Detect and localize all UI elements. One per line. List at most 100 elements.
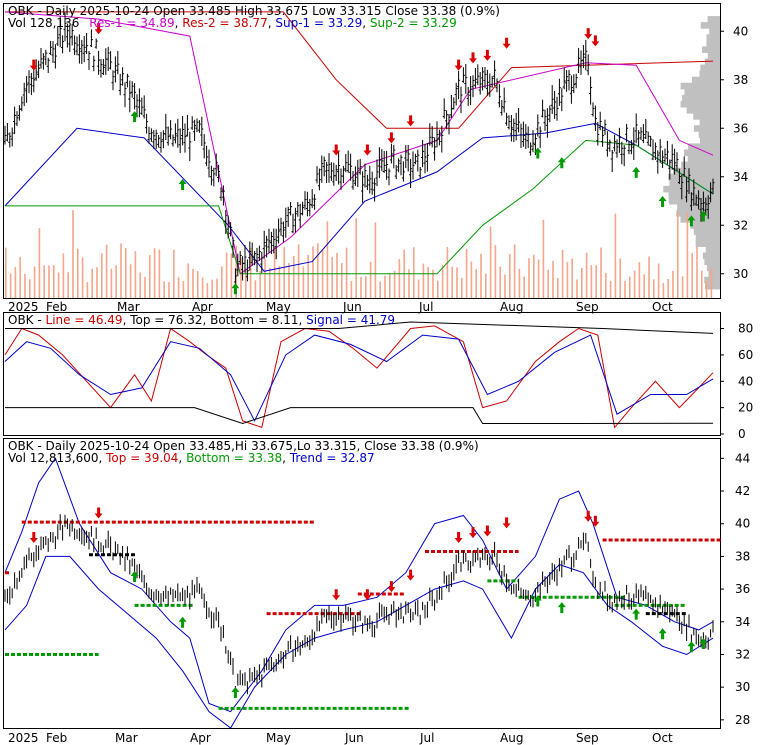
- buy-arrow-icon: [130, 111, 139, 123]
- volume-bar: [269, 267, 271, 298]
- x-tick-label: May: [266, 731, 291, 745]
- y-tick-label: 34: [735, 615, 750, 629]
- x-tick-label: 2025: [8, 731, 39, 745]
- volume-profile-bar: [668, 197, 720, 205]
- volume-bar: [144, 276, 146, 298]
- volume-bar: [317, 243, 319, 298]
- volume-profile-bar: [668, 191, 720, 199]
- volume-bar: [614, 213, 617, 298]
- volume-bar: [696, 246, 698, 298]
- oscillator-signal-line: [4, 334, 714, 422]
- volume-profile-bar: [702, 252, 720, 260]
- volume-profile-bar: [704, 58, 720, 66]
- price-panel: 30 32 34 36 38 40: [3, 11, 748, 298]
- volume-profile-bar: [673, 167, 720, 175]
- volume-bar: [470, 261, 473, 298]
- volume-bar: [149, 255, 151, 298]
- volume-bar: [177, 277, 180, 298]
- buy-arrow-icon: [231, 283, 240, 295]
- volume-bar: [14, 266, 17, 298]
- volume-profile-bar: [706, 40, 720, 47]
- volume-bar: [225, 252, 228, 298]
- volume-bar: [211, 279, 213, 298]
- volume-bar: [91, 268, 93, 298]
- volume-bar: [691, 252, 693, 298]
- volume-bar: [408, 269, 410, 298]
- volume-profile-bar: [699, 70, 720, 78]
- volume-bar: [278, 266, 281, 298]
- buy-arrow-icon: [557, 157, 566, 169]
- volume-bar: [129, 264, 132, 298]
- volume-bar: [619, 258, 621, 298]
- volume-bar: [547, 269, 549, 298]
- volume-bar: [360, 276, 362, 298]
- volume-bar: [609, 280, 612, 298]
- volume-bar: [489, 226, 492, 298]
- volume-profile-bar: [684, 88, 720, 96]
- volume-bar: [600, 247, 602, 298]
- sell-arrow-icon: [363, 144, 372, 156]
- sell-arrow-icon: [469, 52, 477, 64]
- volume-profile-bar: [698, 131, 720, 138]
- sell-arrow-icon: [483, 49, 492, 61]
- y-tick-label: 80: [738, 322, 753, 336]
- volume-bar: [384, 275, 386, 298]
- sell-arrow-icon: [591, 515, 600, 527]
- volume-bar: [389, 273, 391, 298]
- volume-bar: [53, 264, 55, 298]
- volume-bar: [221, 266, 223, 298]
- volume-bar: [19, 256, 21, 298]
- price-panel-title: OBK - Daily 2025-10-24 Open 33.485 High …: [8, 4, 500, 18]
- price-panel-frame: [3, 3, 721, 299]
- y-tick-label: 40: [735, 517, 750, 531]
- volume-bar: [677, 211, 679, 298]
- y-tick-label: 0: [738, 427, 746, 441]
- volume-bar: [62, 253, 65, 298]
- buy-arrow-icon: [699, 638, 708, 650]
- volume-bar: [494, 245, 497, 298]
- legend-trend: Trend = 32.87: [289, 451, 375, 465]
- volume-profile-bar: [681, 161, 720, 169]
- volume-profile-bar: [708, 270, 720, 278]
- buy-arrow-icon: [178, 179, 187, 191]
- volume-bar: [537, 259, 540, 298]
- volume-bar: [653, 279, 655, 298]
- res2-line: [5, 11, 714, 129]
- volume-bar: [662, 282, 665, 298]
- x-tick-label: Oct: [652, 731, 673, 745]
- volume-bar: [336, 252, 338, 298]
- volume-bar: [38, 228, 41, 298]
- volume-bar: [216, 278, 218, 298]
- buy-arrow-icon: [632, 166, 641, 178]
- price-y-axis: 30 32 34 36 38 40: [720, 24, 748, 281]
- volume-profile-bar: [668, 173, 720, 181]
- x-tick-label: Apr: [192, 300, 213, 314]
- volume-profile-bar: [691, 76, 720, 84]
- legend-sup1: Sup-1 = 33.29: [275, 16, 362, 30]
- volume-profile-bar: [683, 149, 720, 157]
- oscillator-y-axis: 0 20 40 60 80: [720, 322, 753, 441]
- volume-bar: [552, 260, 554, 298]
- trend-candles: [4, 514, 714, 695]
- volume-bar: [504, 274, 506, 298]
- sell-arrow-icon: [332, 589, 341, 601]
- volume-bar: [499, 266, 501, 298]
- x-tick-label: Mar: [115, 731, 138, 745]
- volume-profile-bar: [680, 100, 720, 108]
- volume-bar: [101, 253, 103, 298]
- y-tick-label: 32: [733, 218, 748, 232]
- osc-title-signal: Signal = 41.79: [306, 313, 395, 327]
- volume-profile-bar: [686, 107, 720, 114]
- volume-bar: [5, 247, 7, 298]
- volume-bar: [518, 268, 521, 298]
- sell-arrow-icon: [406, 115, 415, 127]
- x-tick-label: Oct: [652, 300, 673, 314]
- buy-arrow-icon: [231, 687, 240, 699]
- y-tick-label: 36: [733, 121, 748, 135]
- osc-title-prefix: OBK -: [8, 313, 46, 327]
- volume-bar: [461, 277, 463, 298]
- volume-bar: [48, 265, 50, 298]
- sell-arrow-icon: [332, 144, 341, 156]
- y-tick-label: 60: [738, 348, 753, 362]
- volume-bar: [533, 254, 535, 298]
